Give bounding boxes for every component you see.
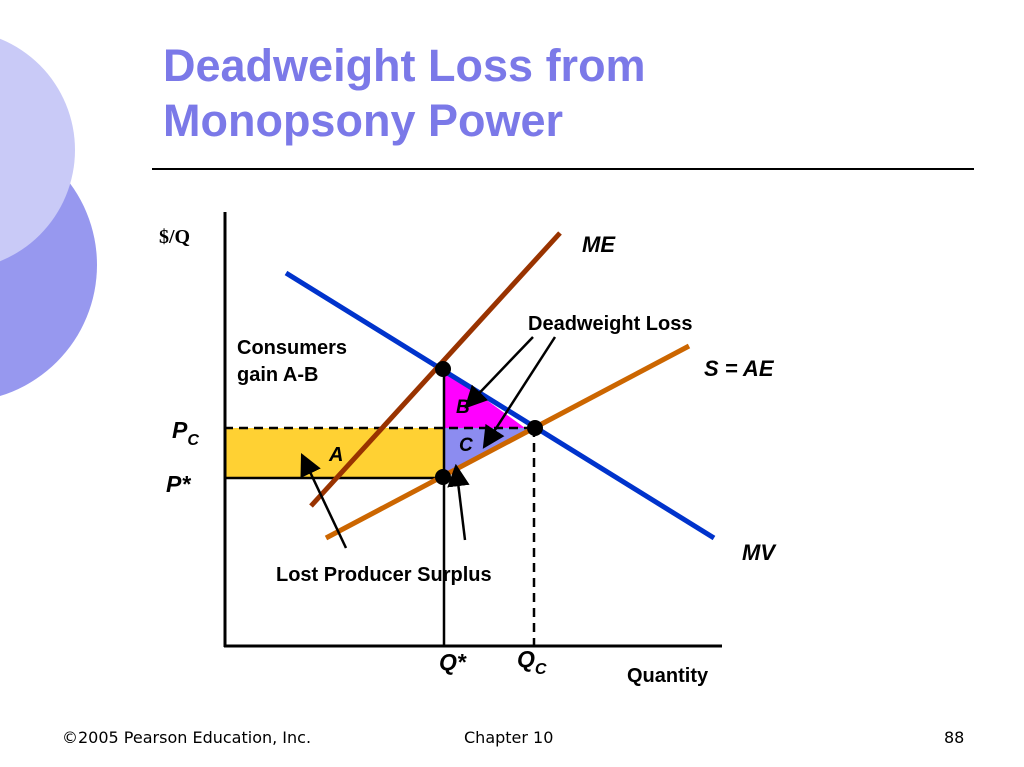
x-axis-label: Quantity — [627, 665, 709, 687]
me-mv-intersection-point — [435, 361, 451, 377]
me-curve-label: ME — [582, 232, 616, 257]
footer-copyright: ©2005 Pearson Education, Inc. — [62, 728, 312, 747]
pstar-label: P* — [166, 471, 191, 497]
area-c-label: C — [459, 435, 473, 456]
consumers-gain-label-line1: Consumers — [237, 337, 347, 359]
supply-curve-label: S = AE — [704, 356, 775, 381]
qc-label: QC — [517, 646, 547, 678]
qstar-label: Q* — [439, 649, 467, 675]
mv-curve-label: MV — [742, 540, 777, 565]
mv-demand-curve — [284, 270, 716, 541]
y-axis-label: $/Q — [159, 226, 190, 248]
deadweight-loss-arrow-to-c — [482, 336, 557, 449]
lost-producer-surplus-label: Lost Producer Surplus — [276, 564, 492, 586]
monopsony-price-point — [435, 469, 451, 485]
competitive-equilibrium-point — [527, 420, 543, 436]
slide-title: Deadweight Loss from Monopsony Power — [163, 38, 983, 148]
consumers-gain-label-line2: gain A-B — [237, 364, 318, 386]
slide-title-line2: Monopsony Power — [163, 95, 564, 146]
title-underline — [152, 168, 974, 170]
lost-surplus-arrow-to-a — [300, 452, 348, 549]
supply-ae-curve — [324, 343, 691, 541]
pc-label: PC — [172, 417, 199, 449]
area-a-label: A — [328, 444, 343, 466]
slide-title-line1: Deadweight Loss from — [163, 40, 646, 91]
footer-chapter: Chapter 10 — [464, 728, 554, 747]
lost-surplus-arrow-to-c — [447, 463, 470, 541]
decorative-circle-light — [0, 38, 75, 262]
footer-page-number: 88 — [944, 728, 965, 747]
area-a-rectangle — [226, 428, 445, 478]
deadweight-loss-arrow-to-b — [464, 336, 534, 409]
area-b-label: B — [456, 397, 470, 418]
deadweight-loss-label: Deadweight Loss — [528, 313, 692, 335]
